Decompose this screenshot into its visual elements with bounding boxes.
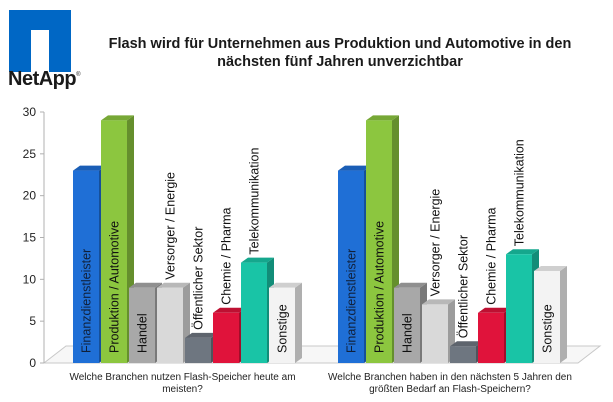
bar <box>450 346 476 363</box>
bar-side <box>295 282 302 363</box>
bar <box>101 120 127 363</box>
bar <box>366 120 392 363</box>
bar-top <box>73 165 106 171</box>
y-tick-label: 15 <box>23 231 37 245</box>
bar-top <box>185 332 218 338</box>
bar <box>422 304 448 363</box>
bar <box>478 312 504 363</box>
y-tick-label: 30 <box>23 105 37 119</box>
bar-label: Handel <box>401 313 415 353</box>
y-tick-label: 20 <box>23 189 37 203</box>
bar <box>157 287 183 363</box>
bar-top <box>241 257 274 263</box>
bar-label: Sonstige <box>276 304 290 353</box>
bar-top <box>338 165 371 171</box>
logo-wordmark: NetApp® <box>8 68 81 90</box>
bar <box>185 337 211 363</box>
bar-label: Chemie / Pharma <box>220 207 234 304</box>
bar-top <box>157 282 190 288</box>
bar-side <box>560 265 567 363</box>
bar-top <box>534 265 567 271</box>
group-caption-1: Welche Branchen nutzen Flash-Speicher he… <box>55 372 310 396</box>
bar <box>394 287 420 363</box>
bar-label: Telekommunikation <box>248 148 262 255</box>
bar <box>73 170 99 363</box>
bar-top <box>506 249 539 255</box>
bar-top <box>478 307 511 313</box>
group-caption-2-line-2: größten Bedarf an Flash-Speichern? <box>369 384 531 395</box>
bar-label: Öffentlicher Sektor <box>192 227 206 330</box>
bar-label: Versorger / Energie <box>164 172 178 280</box>
bar-label: Sonstige <box>541 304 555 353</box>
bar <box>506 254 532 363</box>
bar-label: Öffentlicher Sektor <box>457 235 471 338</box>
chart-title-line-1: Flash wird für Unternehmen aus Produktio… <box>108 36 572 52</box>
bar <box>241 262 267 363</box>
bar-top <box>394 282 427 288</box>
bar-top <box>269 282 302 288</box>
bar <box>338 170 364 363</box>
netapp-logo <box>9 10 71 72</box>
bar <box>534 270 560 363</box>
group-caption-1-line-1: Welche Branchen nutzen Flash-Speicher he… <box>69 372 296 383</box>
bar-top <box>422 299 455 305</box>
y-tick-label: 5 <box>29 314 36 328</box>
bar-label: Versorger / Energie <box>429 189 443 297</box>
bar <box>269 287 295 363</box>
bar-top <box>366 115 399 121</box>
bar-top <box>213 307 246 313</box>
bar-label: Finanzdienstleister <box>80 249 94 353</box>
bar <box>213 312 239 363</box>
group-caption-1-line-2: meisten? <box>162 384 203 395</box>
bar-label: Chemie / Pharma <box>485 207 499 304</box>
bar <box>129 287 155 363</box>
logo-arch-shape <box>31 30 49 72</box>
y-tick-label: 0 <box>29 356 36 370</box>
bar-label: Produktion / Automotive <box>108 221 122 353</box>
chart-title-line-2: nächsten fünf Jahren unverzichtbar <box>217 54 463 70</box>
bar-label: Handel <box>136 313 150 353</box>
bar-top <box>129 282 162 288</box>
y-tick-label: 10 <box>23 272 37 286</box>
bar-top <box>101 115 134 121</box>
chart-title: Flash wird für Unternehmen aus Produktio… <box>85 35 595 71</box>
bar-label: Finanzdienstleister <box>345 249 359 353</box>
bar-label: Produktion / Automotive <box>373 221 387 353</box>
group-caption-2: Welche Branchen haben in den nächsten 5 … <box>310 372 590 396</box>
bar-top <box>450 341 483 347</box>
bar-label: Telekommunikation <box>513 139 527 246</box>
group-caption-2-line-1: Welche Branchen haben in den nächsten 5 … <box>328 372 572 383</box>
y-tick-label: 25 <box>23 147 37 161</box>
